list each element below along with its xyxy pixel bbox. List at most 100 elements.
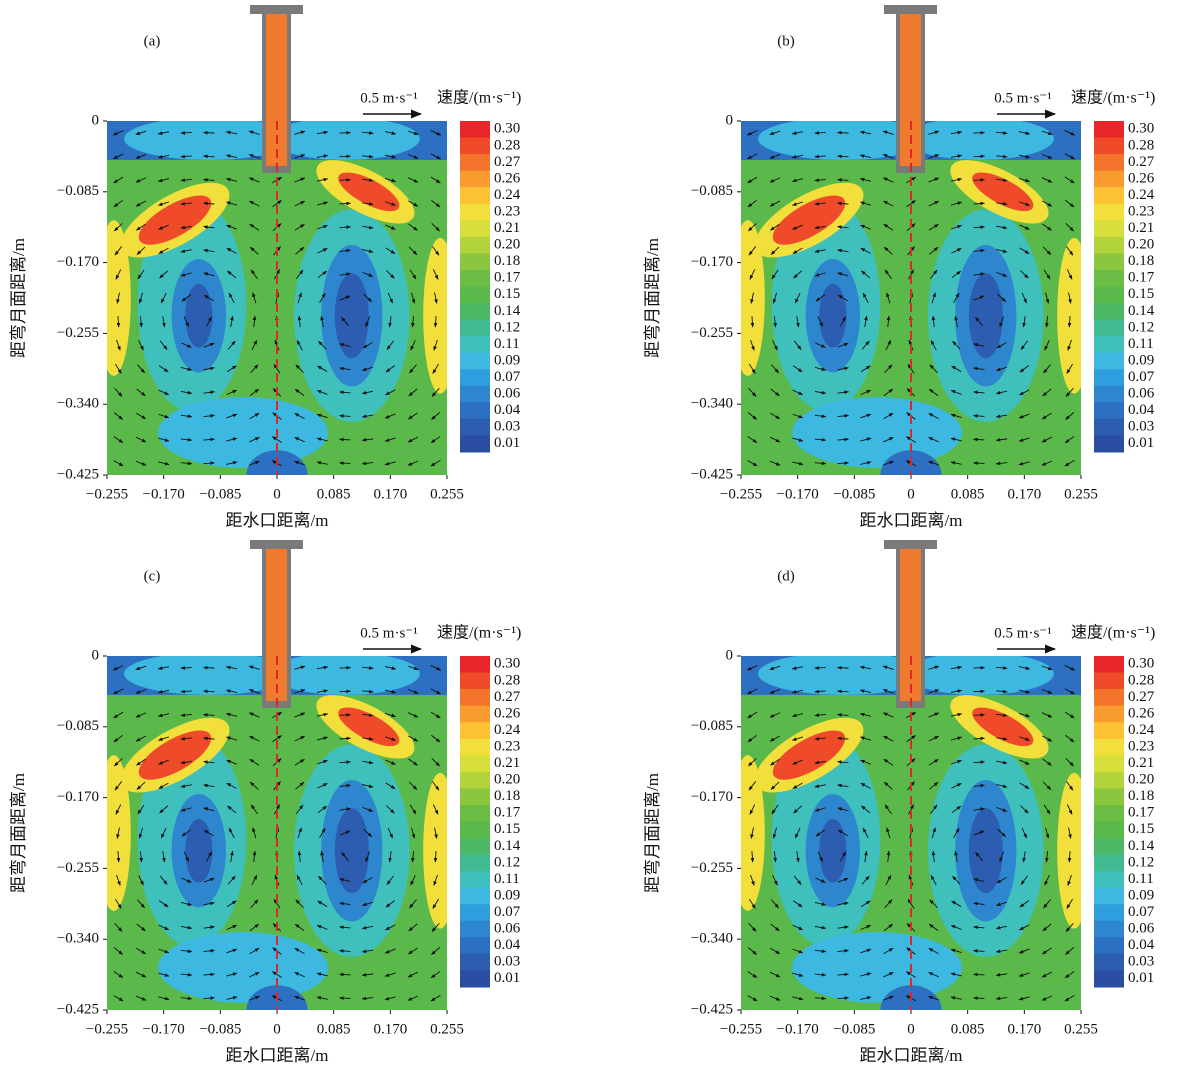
vector — [1066, 363, 1073, 374]
vector — [295, 364, 304, 374]
contour-region — [107, 755, 131, 911]
vector — [973, 201, 985, 206]
vector — [950, 389, 962, 395]
vector — [205, 851, 213, 862]
vector — [316, 736, 329, 741]
colorbar-tick-label: 0.11 — [1128, 871, 1154, 887]
vector — [203, 461, 215, 465]
vector — [906, 200, 916, 208]
vector — [1041, 153, 1053, 159]
vector — [951, 805, 962, 814]
colorbar-swatch — [460, 336, 490, 354]
vector — [860, 224, 871, 230]
vector — [814, 736, 826, 741]
vector — [409, 269, 417, 280]
contour-region — [792, 397, 962, 468]
vector — [837, 342, 849, 348]
vector — [1018, 131, 1031, 135]
vector — [748, 388, 757, 397]
vector — [814, 461, 827, 466]
vector — [814, 131, 826, 135]
vector — [999, 851, 1004, 863]
colorbar-swatch — [460, 970, 490, 988]
vector — [794, 827, 801, 839]
vector — [203, 996, 215, 1000]
vector — [975, 852, 983, 862]
vector — [995, 973, 1008, 977]
colorbar-swatch — [1094, 904, 1124, 922]
vector — [252, 850, 257, 863]
vector — [1019, 759, 1030, 765]
vector — [1064, 995, 1075, 1002]
vector — [792, 224, 803, 230]
colorbar-tick-label: 0.01 — [1128, 970, 1154, 986]
vector — [929, 899, 938, 909]
vector — [294, 971, 305, 978]
vector — [294, 388, 305, 396]
vector — [1018, 713, 1031, 718]
vector — [116, 339, 121, 351]
vector — [1065, 922, 1074, 932]
vector — [996, 713, 1008, 717]
panel-label: (c) — [144, 568, 161, 584]
vector — [296, 339, 303, 351]
vector — [407, 688, 419, 694]
vector — [814, 807, 826, 812]
vector — [339, 414, 351, 418]
vector — [384, 713, 397, 718]
panel: −0.255 −0.170 −0.085 0 0.085 0.170 0.255 0 −0.08… — [9, 5, 521, 530]
vector — [249, 436, 260, 443]
vector — [137, 899, 145, 909]
vector-field — [746, 130, 1076, 467]
vector — [339, 437, 351, 442]
colorbar-tick-label: 0.06 — [494, 386, 521, 402]
colorbar-swatch — [460, 755, 490, 773]
vector — [320, 315, 324, 328]
vector — [294, 665, 306, 670]
vector — [860, 972, 872, 977]
vector — [954, 850, 958, 863]
vector — [837, 248, 849, 253]
x-tick-label: 0.255 — [1064, 486, 1098, 502]
colorbar-swatch — [460, 203, 490, 221]
vector — [203, 342, 215, 348]
vector — [837, 689, 849, 694]
contour-region — [1057, 237, 1081, 394]
vector — [771, 804, 779, 815]
colorbar-tick-label: 0.06 — [494, 921, 521, 937]
vector — [249, 412, 260, 420]
vector — [230, 850, 234, 863]
vector — [158, 924, 170, 931]
vector — [750, 851, 755, 863]
vector — [432, 781, 440, 791]
vector — [116, 292, 120, 304]
colorbar-swatch — [460, 788, 490, 806]
vector — [883, 223, 894, 231]
vector — [771, 269, 779, 280]
colorbar-tick-label: 0.28 — [494, 137, 520, 153]
colorbar-tick-label: 0.26 — [494, 705, 521, 721]
vector — [995, 901, 1008, 906]
x-tick-label: 0.170 — [373, 1021, 407, 1037]
colorbar-swatch — [460, 656, 490, 674]
vector — [905, 436, 916, 443]
colorbar-tick-label: 0.15 — [1128, 286, 1154, 302]
vector — [180, 689, 192, 694]
scale-label: 0.5 m·s⁻¹ — [994, 90, 1051, 106]
vector — [230, 315, 234, 328]
vector — [996, 737, 1008, 741]
colorbar-swatch — [460, 887, 490, 905]
vector — [791, 689, 804, 694]
vector — [180, 131, 192, 135]
vector — [1041, 130, 1053, 136]
vector — [995, 390, 1008, 395]
vector — [408, 388, 418, 397]
vector — [408, 923, 418, 932]
vector — [837, 414, 849, 418]
vector — [747, 153, 758, 160]
vector — [113, 734, 124, 743]
x-axis-label: 距水口距离/m — [860, 1046, 963, 1065]
x-tick-label: 0 — [907, 1021, 915, 1037]
vector — [908, 804, 914, 815]
vector — [388, 851, 392, 863]
